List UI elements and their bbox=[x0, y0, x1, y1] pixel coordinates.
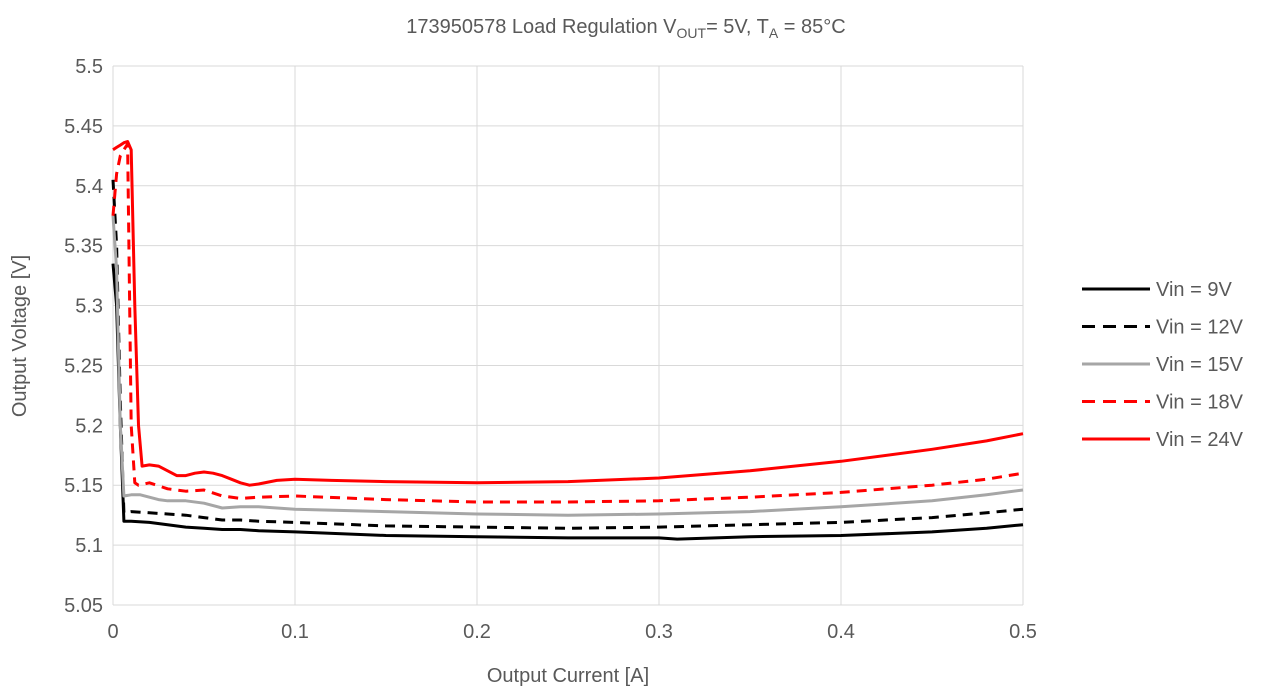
legend-label-2: Vin = 12V bbox=[1156, 317, 1244, 339]
y-tick-label: 5.3 bbox=[75, 296, 103, 318]
y-tick-label: 5.45 bbox=[64, 116, 103, 138]
y-tick-label: 5.1 bbox=[75, 535, 103, 557]
x-tick-label: 0.2 bbox=[463, 621, 491, 643]
x-tick-label: 0 bbox=[107, 621, 118, 643]
chart-title: 173950578 Load Regulation VOUT= 5V, TA =… bbox=[406, 16, 845, 41]
y-axis-ticks: 5.05 5.1 5.15 5.2 5.25 5.3 5.35 5.4 5.45 5.5 bbox=[64, 56, 103, 617]
y-tick-label: 5.15 bbox=[64, 475, 103, 497]
legend-label-1: Vin = 9V bbox=[1156, 279, 1232, 301]
legend-label-3: Vin = 15V bbox=[1156, 354, 1244, 376]
title-vout-subscript: OUT bbox=[677, 25, 707, 41]
x-axis-label: Output Current [A] bbox=[487, 665, 649, 687]
series-line-4 bbox=[111, 142, 1024, 504]
x-axis-ticks: 0 0.1 0.2 0.3 0.4 0.5 bbox=[107, 621, 1036, 643]
legend-label-5: Vin = 24V bbox=[1156, 429, 1244, 451]
y-tick-label: 5.25 bbox=[64, 355, 103, 377]
series-line-5 bbox=[112, 140, 1024, 487]
y-tick-label: 5.35 bbox=[64, 236, 103, 258]
y-tick-label: 5.5 bbox=[75, 56, 103, 78]
title-mid: = 5V, T bbox=[706, 16, 769, 38]
title-suffix: = 85°C bbox=[778, 16, 845, 38]
gridlines bbox=[112, 65, 1024, 606]
x-tick-label: 0.3 bbox=[645, 621, 673, 643]
plot-series bbox=[111, 140, 1024, 541]
legend-label-4: Vin = 18V bbox=[1156, 392, 1244, 414]
series-line-3 bbox=[111, 215, 1024, 517]
title-prefix: 173950578 Load Regulation V bbox=[406, 16, 677, 38]
x-tick-label: 0.1 bbox=[281, 621, 309, 643]
title-ta-subscript: A bbox=[769, 25, 779, 41]
y-axis-label: Output Voltage [V] bbox=[9, 255, 31, 417]
legend: Vin = 9V Vin = 12V Vin = 15V Vin = 18V Vin =… bbox=[1082, 279, 1244, 451]
y-tick-label: 5.05 bbox=[64, 595, 103, 617]
series-line-2 bbox=[111, 179, 1024, 530]
y-tick-label: 5.4 bbox=[75, 176, 103, 198]
series-line-1 bbox=[111, 263, 1024, 541]
x-tick-label: 0.4 bbox=[827, 621, 855, 643]
x-tick-label: 0.5 bbox=[1009, 621, 1037, 643]
y-tick-label: 5.2 bbox=[75, 415, 103, 437]
